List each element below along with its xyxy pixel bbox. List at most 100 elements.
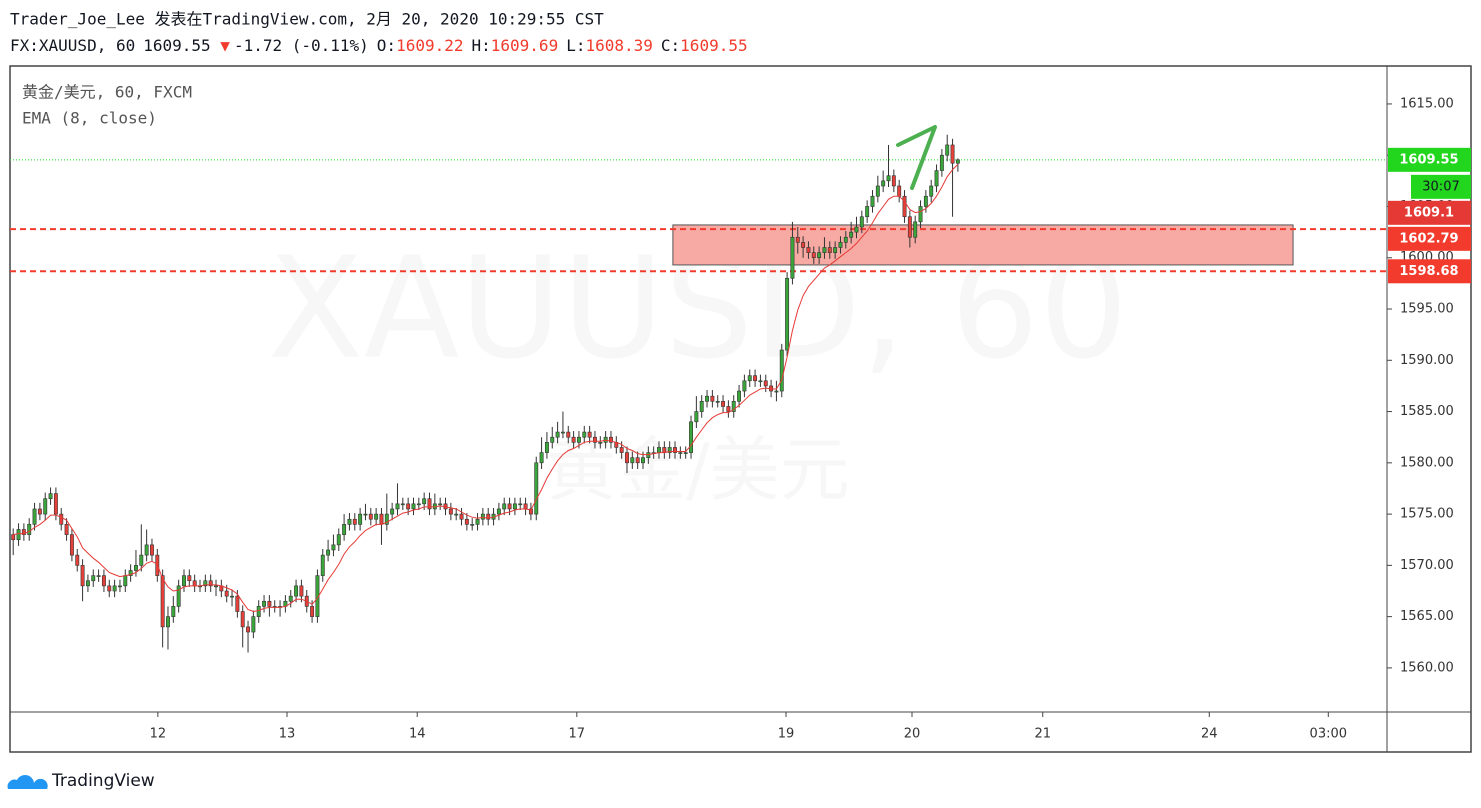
candle-body [801, 242, 806, 248]
y-tick-label: 1615.00 [1400, 96, 1454, 111]
candle-body [331, 544, 336, 551]
x-tick-label: 13 [279, 727, 296, 742]
candle-body [203, 580, 208, 587]
low-value: 1608.39 [585, 36, 652, 55]
candle-body [566, 431, 571, 438]
candle-body [395, 503, 400, 510]
candle-body [923, 195, 928, 207]
candle-body [817, 252, 822, 259]
x-tick-label: 20 [904, 727, 921, 742]
x-tick-label: 17 [569, 727, 586, 742]
candle-body [929, 185, 934, 197]
change: -1.72 (-0.11%) [234, 36, 369, 55]
y-tick-label: 1595.00 [1400, 302, 1454, 317]
candle-body [187, 575, 192, 582]
candle-body [416, 503, 421, 506]
candle-body [785, 277, 790, 351]
candle-body [246, 626, 250, 633]
candle-body [347, 518, 352, 525]
candle-body [368, 513, 373, 520]
candle-body [37, 508, 42, 515]
ema-line [13, 164, 959, 613]
candle-body [667, 447, 672, 453]
candle-body [774, 390, 779, 393]
candle-body [795, 236, 800, 243]
open-label: O: [377, 36, 396, 55]
candle-body [144, 544, 149, 556]
candle-body [294, 585, 299, 597]
candle-body [534, 462, 539, 515]
candle-body [512, 503, 517, 510]
candle-body [689, 421, 693, 453]
y-tick-label: 1565.00 [1400, 609, 1454, 624]
candle-body [32, 508, 37, 525]
candle-body [523, 503, 528, 510]
candle-body [683, 452, 688, 454]
candle-body [422, 498, 427, 505]
candle-body [384, 513, 389, 525]
ema-value-label: 1609.1 [1404, 205, 1454, 220]
candle-body [918, 206, 923, 223]
candle-body [139, 554, 144, 566]
candle-body [886, 175, 891, 182]
candle-body [486, 513, 491, 520]
ema-value-label-box [1388, 200, 1471, 225]
candle-body [454, 513, 459, 516]
candle-body [182, 575, 186, 587]
candle-body [166, 616, 170, 628]
candle-body [779, 349, 784, 392]
y-tick-label: 1570.00 [1400, 558, 1454, 573]
candle-body [907, 216, 912, 238]
candle-body [134, 565, 138, 571]
candle-body [518, 503, 523, 506]
candle-body [641, 457, 645, 464]
candle-body [560, 431, 565, 434]
candle-body [870, 195, 875, 207]
candle-body [657, 447, 661, 453]
candle-body [838, 242, 843, 248]
hline-label: 1602.79 [1399, 231, 1458, 246]
candle-body [48, 493, 53, 500]
y-tick-label: 1575.00 [1400, 507, 1454, 522]
open-value: 1609.22 [396, 36, 463, 55]
candle-body [150, 544, 154, 556]
legend-title: 黄金/美元, 60, FXCM [22, 83, 192, 102]
candle-body [230, 595, 234, 598]
last-price-label-box [1388, 147, 1471, 172]
candle-body [320, 554, 325, 576]
candle-body [593, 436, 597, 443]
zone [672, 224, 1294, 266]
hline-label: 1598.68 [1399, 264, 1458, 279]
candle-body [475, 518, 480, 525]
candle-body [507, 503, 512, 510]
candle-body [406, 503, 411, 510]
candle-body [945, 144, 950, 156]
candle-body [726, 406, 731, 412]
plot [10, 134, 1387, 653]
candle-body [16, 529, 21, 541]
high-label: H: [472, 36, 491, 55]
candle-body [214, 585, 218, 588]
candle-body [171, 606, 176, 617]
x-tick-label: 21 [1034, 727, 1051, 742]
candle-body [902, 195, 907, 218]
candle-body [123, 575, 128, 587]
candle-body [854, 226, 859, 233]
candle-body [64, 524, 69, 535]
countdown-box [1411, 174, 1471, 199]
candle-body [101, 575, 106, 587]
candle-body [448, 508, 453, 515]
candle-body [21, 529, 26, 535]
candle-body [107, 585, 112, 592]
candle-body [609, 436, 613, 443]
low-label: L: [566, 36, 585, 55]
candle-body [699, 401, 704, 412]
candle-body [865, 206, 870, 218]
candle-body [582, 431, 587, 438]
candle-body [427, 498, 432, 510]
candle-body [59, 513, 64, 525]
candle-body [742, 380, 747, 392]
candle-body [43, 498, 48, 515]
candle-body [160, 575, 165, 628]
